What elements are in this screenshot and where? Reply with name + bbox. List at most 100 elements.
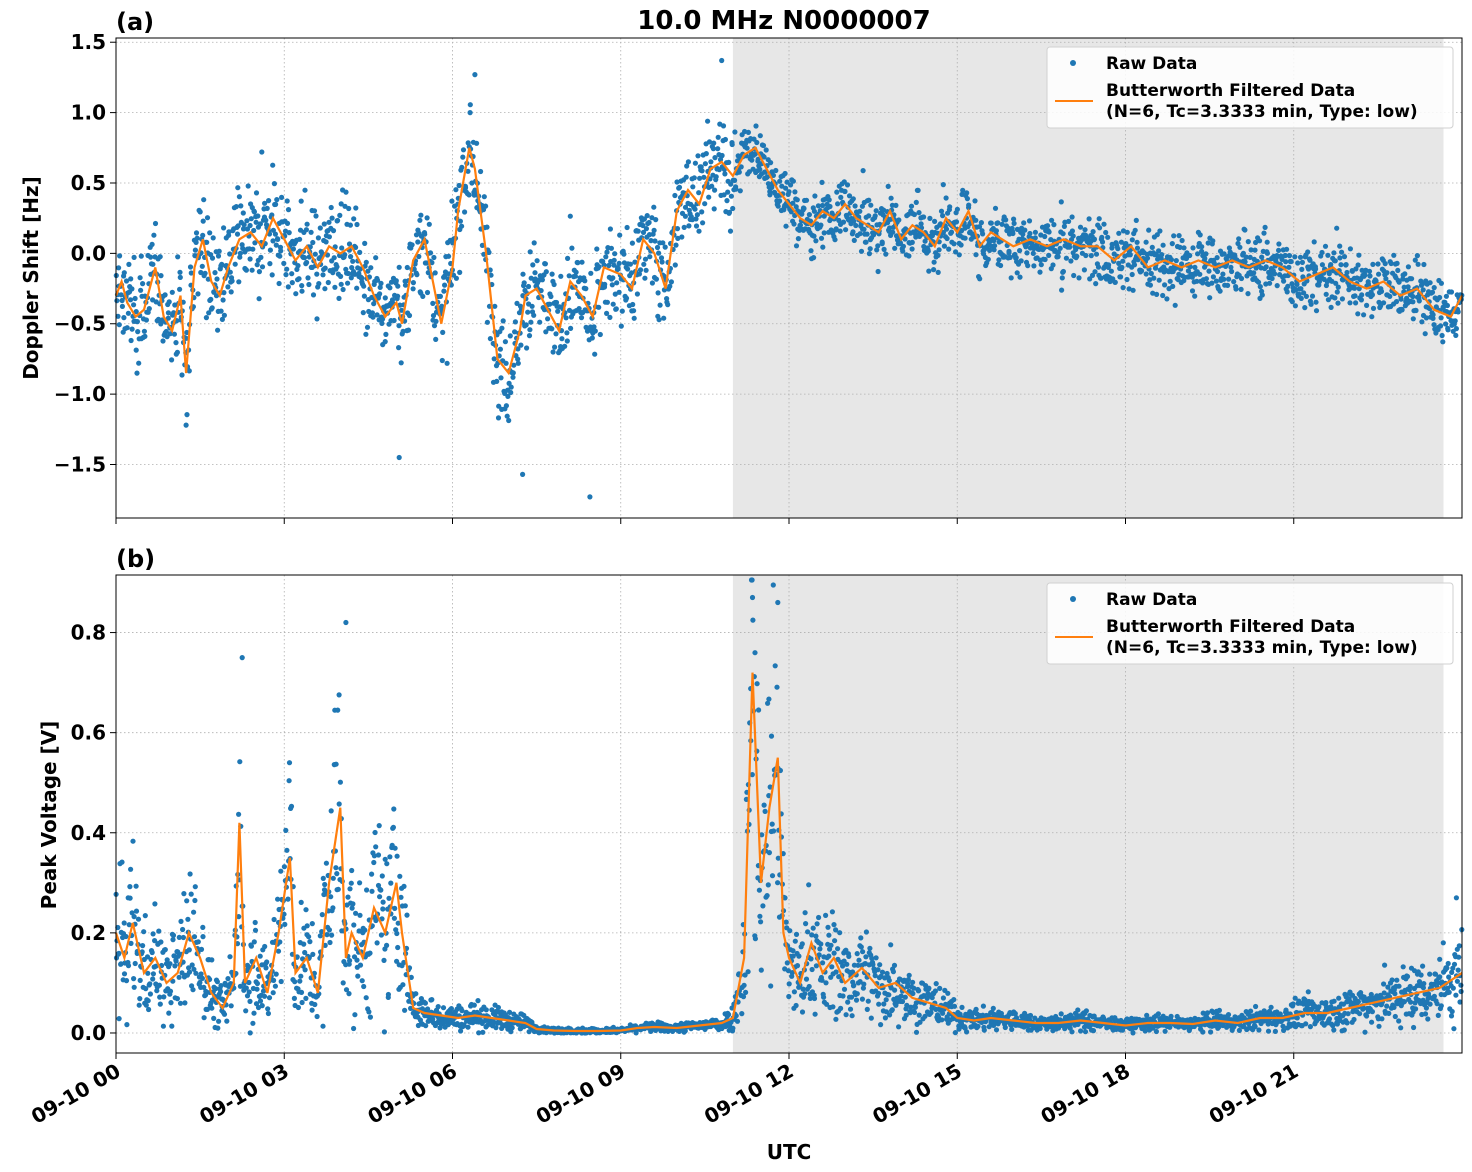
raw-point <box>1414 253 1420 259</box>
panel-a-doppler: (a) 1.51.00.50.0−0.5−1.0−1.5 Doppler Shi… <box>19 8 1465 524</box>
raw-point <box>868 202 874 208</box>
raw-point <box>1168 257 1174 263</box>
raw-point <box>484 319 490 325</box>
raw-point <box>255 213 261 219</box>
raw-point <box>278 868 284 874</box>
raw-point <box>1355 262 1361 268</box>
raw-point <box>1361 312 1367 318</box>
raw-point <box>726 1011 732 1018</box>
raw-point <box>1112 279 1118 285</box>
raw-point <box>1295 260 1301 266</box>
raw-point <box>215 253 222 259</box>
raw-point <box>1042 233 1048 240</box>
raw-point <box>1248 247 1254 253</box>
raw-point <box>840 963 846 969</box>
raw-point <box>198 946 205 953</box>
raw-point <box>705 118 711 124</box>
raw-point <box>1353 266 1359 272</box>
raw-point <box>699 209 705 215</box>
raw-point <box>1031 263 1037 269</box>
raw-point <box>1294 1015 1300 1021</box>
raw-point <box>1002 1024 1008 1031</box>
raw-point <box>1169 241 1175 247</box>
raw-point <box>383 331 389 337</box>
raw-point <box>135 916 142 922</box>
raw-point <box>850 196 856 202</box>
raw-point <box>345 280 351 286</box>
raw-point <box>633 1030 639 1036</box>
raw-point <box>1095 264 1102 270</box>
raw-point <box>697 175 703 181</box>
raw-point-outlier <box>472 72 478 78</box>
raw-point <box>630 301 636 308</box>
raw-point <box>793 931 800 938</box>
raw-point <box>643 226 650 232</box>
raw-point <box>1011 216 1017 222</box>
raw-point <box>503 403 509 409</box>
raw-point <box>310 292 317 298</box>
raw-point <box>740 994 747 1000</box>
raw-point <box>1405 264 1411 270</box>
raw-point <box>332 284 338 290</box>
raw-point <box>604 299 611 305</box>
raw-point <box>913 1029 920 1035</box>
raw-point <box>869 955 875 962</box>
raw-point <box>273 242 279 248</box>
raw-point <box>1106 262 1112 268</box>
raw-point <box>790 948 796 954</box>
raw-point <box>857 231 863 237</box>
raw-point <box>991 238 997 244</box>
raw-point <box>408 974 414 981</box>
raw-point <box>682 204 689 210</box>
raw-point <box>958 228 965 234</box>
raw-point <box>207 230 213 236</box>
raw-point <box>396 345 402 351</box>
raw-point <box>767 192 773 198</box>
panel-b-voltage: (b) 0.80.60.40.20.0 Peak Voltage [V] Raw… <box>37 545 1465 1059</box>
raw-point <box>1285 283 1291 289</box>
raw-point <box>431 254 437 261</box>
raw-point <box>817 946 823 952</box>
raw-point <box>347 958 353 964</box>
raw-point <box>696 190 702 196</box>
raw-point <box>317 225 323 231</box>
raw-point <box>269 272 275 278</box>
raw-point <box>1060 231 1066 237</box>
raw-point <box>653 217 659 223</box>
raw-point <box>238 203 244 209</box>
raw-point <box>1087 276 1093 282</box>
raw-point <box>520 271 526 277</box>
raw-point <box>180 934 186 941</box>
raw-point <box>821 230 827 236</box>
raw-point <box>317 933 323 939</box>
raw-point <box>1281 1027 1287 1033</box>
raw-point <box>692 206 698 212</box>
raw-point <box>1030 250 1036 256</box>
raw-point <box>818 222 824 228</box>
raw-point <box>459 164 465 170</box>
raw-point <box>844 182 851 188</box>
raw-point <box>761 802 767 808</box>
raw-point <box>782 895 788 901</box>
raw-point <box>327 939 333 946</box>
raw-point <box>891 962 898 969</box>
raw-point <box>364 324 371 330</box>
raw-point <box>247 222 253 229</box>
raw-point <box>787 928 793 934</box>
legend-raw-marker-a <box>1070 60 1076 66</box>
raw-point <box>712 155 718 161</box>
raw-point <box>250 246 256 252</box>
raw-point <box>303 227 309 233</box>
panel-a-label: (a) <box>116 8 154 36</box>
raw-point <box>177 286 183 292</box>
raw-point <box>402 282 409 288</box>
raw-point <box>694 212 701 218</box>
raw-point <box>304 923 310 929</box>
raw-point <box>1325 252 1331 258</box>
raw-point <box>157 254 163 260</box>
raw-point <box>623 295 630 301</box>
raw-point <box>824 1001 830 1007</box>
raw-point <box>1331 250 1337 256</box>
raw-point <box>646 219 652 226</box>
raw-point <box>722 136 729 143</box>
